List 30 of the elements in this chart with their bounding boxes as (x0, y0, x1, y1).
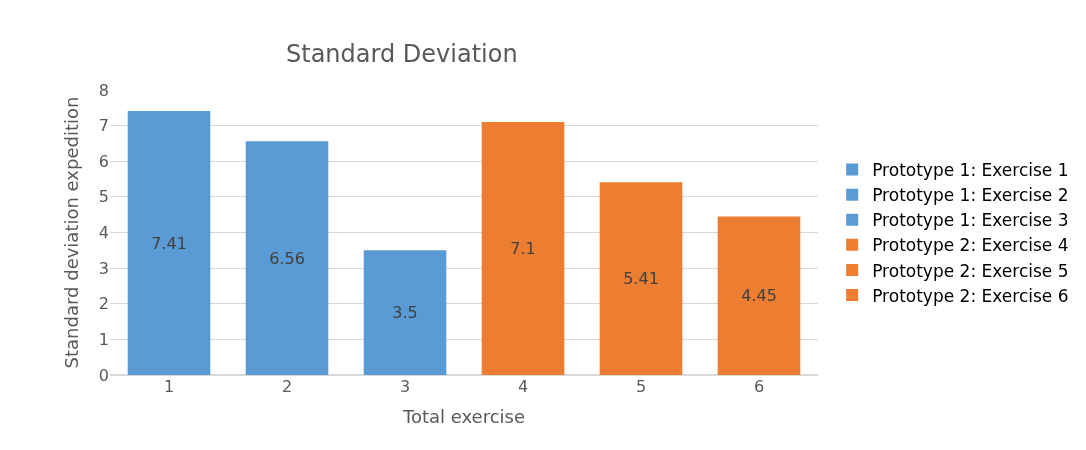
data-label: 7.41 (151, 233, 187, 253)
x-tick-label: 4 (517, 377, 529, 396)
y-tick-label: 7 (98, 116, 109, 136)
legend-label: Prototype 1: Exercise 1 (872, 160, 1069, 181)
y-tick-label: 2 (98, 294, 109, 314)
data-label: 7.1 (510, 239, 536, 259)
y-tick-label: 1 (98, 329, 109, 349)
data-label: 4.45 (741, 286, 777, 306)
y-axis-title: Standard deviation expedition (61, 96, 83, 369)
y-tick-label: 0 (98, 365, 109, 385)
y-tick-label: 6 (98, 151, 109, 171)
y-tick-label: 5 (98, 187, 109, 207)
y-tick-label: 4 (98, 223, 109, 243)
data-label: 5.41 (623, 269, 659, 289)
x-tick-label: 6 (753, 377, 765, 396)
data-label: 3.5 (392, 303, 418, 323)
legend-label: Prototype 1: Exercise 3 (872, 210, 1069, 231)
legend-label: Prototype 2: Exercise 5 (872, 260, 1069, 281)
x-tick-label: 3 (399, 377, 411, 396)
x-axis-title: Total exercise (401, 406, 526, 428)
x-tick-label: 1 (163, 377, 175, 396)
x-tick-label: 5 (635, 377, 647, 396)
y-tick-label: 8 (98, 80, 109, 100)
chart-title: Standard Deviation (286, 39, 518, 68)
legend-label: Prototype 1: Exercise 2 (872, 185, 1069, 206)
y-tick-label: 3 (98, 258, 109, 278)
legend-label: Prototype 2: Exercise 6 (872, 285, 1069, 306)
x-tick-label: 2 (281, 377, 293, 396)
legend-label: Prototype 2: Exercise 4 (872, 235, 1069, 256)
data-label: 6.56 (269, 248, 305, 268)
